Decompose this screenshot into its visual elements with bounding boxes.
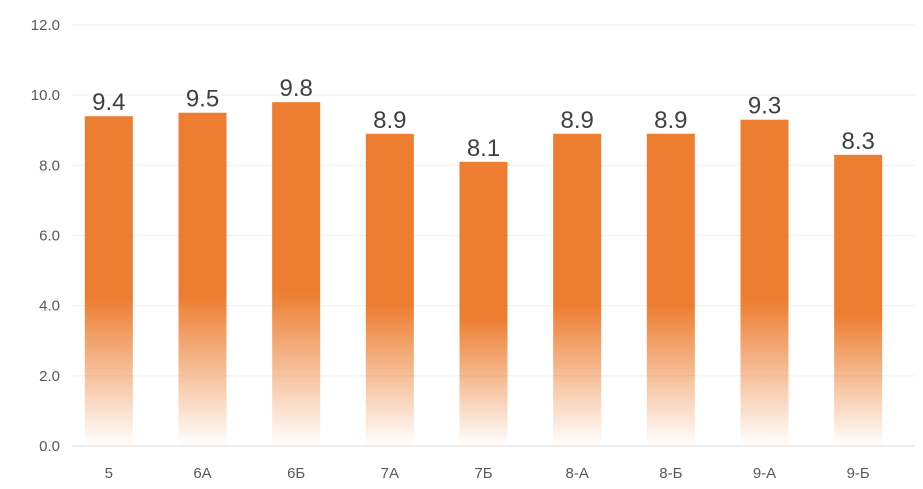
- bar: [84, 116, 133, 446]
- bar: [459, 161, 508, 446]
- x-category-label: 6А: [193, 465, 211, 482]
- data-label: 9.5: [186, 86, 219, 113]
- x-category-label: 6Б: [287, 465, 305, 482]
- y-tick-label: 6.0: [39, 228, 60, 245]
- x-category-label: 7А: [381, 465, 399, 482]
- bar: [365, 133, 414, 446]
- bars: [84, 102, 883, 446]
- bar: [834, 154, 883, 446]
- data-label: 8.9: [373, 107, 406, 134]
- x-category-label: 9-Б: [847, 465, 870, 482]
- data-label: 8.9: [654, 107, 687, 134]
- bar: [740, 119, 789, 446]
- y-tick-label: 12.0: [31, 17, 60, 34]
- x-category-label: 8-Б: [659, 465, 682, 482]
- x-category-label: 7Б: [474, 465, 492, 482]
- data-labels: 9.4 9.5 9.8 8.9 8.1 8.9 8.9 9.3 8.3: [92, 75, 875, 162]
- x-category-label: 9-А: [753, 465, 776, 482]
- y-tick-label: 2.0: [39, 368, 60, 385]
- data-label: 9.4: [92, 89, 125, 116]
- y-axis-tick-labels: 0.0 2.0 4.0 6.0 8.0 10.0 12.0: [31, 17, 60, 455]
- bar: [646, 133, 695, 446]
- x-axis-category-labels: 5 6А 6Б 7А 7Б 8-А 8-Б 9-А 9-Б: [105, 465, 870, 482]
- y-tick-label: 0.0: [39, 438, 60, 455]
- y-tick-label: 10.0: [31, 87, 60, 104]
- data-label: 8.3: [841, 128, 874, 155]
- y-tick-label: 4.0: [39, 298, 60, 315]
- bar: [178, 112, 227, 446]
- x-category-label: 5: [105, 465, 113, 482]
- data-label: 8.9: [560, 107, 593, 134]
- x-category-label: 8-А: [565, 465, 588, 482]
- data-label: 9.3: [748, 93, 781, 120]
- data-label: 9.8: [279, 75, 312, 102]
- y-tick-label: 8.0: [39, 157, 60, 174]
- bar: [272, 102, 321, 446]
- data-label: 8.1: [467, 135, 500, 162]
- bar: [553, 133, 602, 446]
